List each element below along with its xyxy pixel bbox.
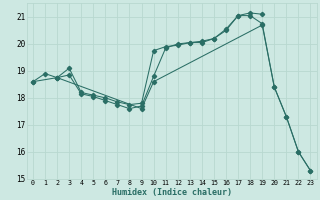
X-axis label: Humidex (Indice chaleur): Humidex (Indice chaleur) <box>112 188 232 197</box>
